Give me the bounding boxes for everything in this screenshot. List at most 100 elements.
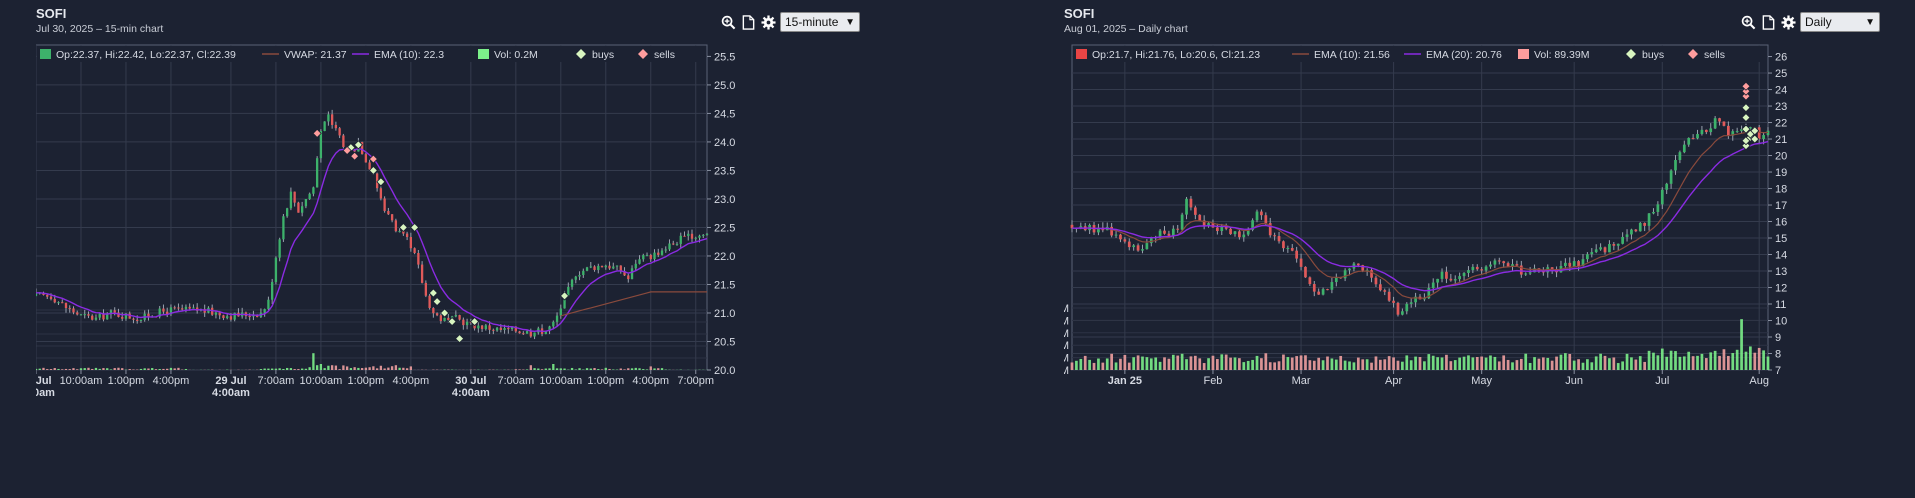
candle-body — [139, 319, 143, 321]
y-tick-label: 25.5 — [714, 51, 735, 63]
candle-body — [124, 313, 128, 319]
candle — [1255, 209, 1259, 223]
volume-bar — [143, 368, 146, 370]
volume-bar — [1242, 362, 1246, 370]
candle-body — [192, 307, 195, 309]
volume-bar — [409, 366, 413, 370]
volume-bar — [1599, 353, 1602, 370]
ema-10-line — [1072, 130, 1769, 299]
volume-bar — [1669, 350, 1673, 370]
candle — [555, 312, 559, 326]
candle — [1647, 213, 1651, 231]
candle-body — [585, 267, 589, 271]
gear-icon[interactable] — [760, 14, 776, 30]
x-tick-label: 7:00am — [258, 375, 295, 387]
x-tick-label: 1:00pm — [587, 375, 624, 387]
candle-body — [267, 299, 270, 310]
candle-body — [1299, 258, 1303, 267]
candle-body — [672, 243, 675, 245]
candle-body — [1550, 267, 1554, 269]
candle-body — [702, 234, 705, 236]
candle-body — [1127, 241, 1131, 248]
candle — [1506, 261, 1510, 267]
legend-label: VWAP: 21.37 — [284, 49, 347, 61]
buy-marker — [1741, 141, 1751, 151]
volume-bar — [1660, 348, 1664, 370]
x-axis: Jan 25 Feb Mar Apr May Jun Jul Aug — [1108, 45, 1769, 387]
gear-icon[interactable] — [1780, 14, 1796, 30]
volume-bar — [315, 365, 319, 370]
candle — [413, 247, 416, 255]
candle-body — [1647, 213, 1651, 226]
volume-bar — [405, 368, 409, 370]
candle-body — [1414, 296, 1417, 303]
volume-bar — [162, 368, 165, 370]
candle — [1519, 260, 1523, 278]
volume-bar — [338, 369, 341, 370]
chart-canvas[interactable]: 7 8 9 10 11 12 13 14 15 16 17 18 19 20 21 22 23 24 25 26 0M5… — [1064, 0, 1915, 498]
candle — [57, 301, 60, 305]
document-icon[interactable] — [740, 14, 756, 30]
candle — [653, 249, 656, 263]
candle-body — [432, 308, 435, 314]
candle — [1070, 220, 1074, 233]
candle-body — [379, 188, 383, 199]
candle — [1445, 266, 1448, 284]
volume-bar — [642, 369, 645, 370]
y-tick-label: 7 — [1775, 365, 1781, 377]
candle — [83, 309, 86, 319]
volume-bar — [1744, 351, 1748, 370]
candle — [1704, 129, 1708, 135]
legend-label: Op:21.7, Hi:21.76, Lo:20.6, Cl:21.23 — [1092, 49, 1260, 61]
candle — [1599, 243, 1602, 251]
volume-bar — [1652, 352, 1655, 370]
candle-body — [1471, 266, 1475, 271]
candle — [94, 314, 98, 321]
candle-body — [1242, 234, 1246, 238]
candle-body — [94, 317, 98, 320]
candle — [428, 293, 431, 310]
x-tick-label: 7:00pm — [677, 375, 714, 387]
candle-body — [1713, 118, 1717, 129]
candle-body — [634, 263, 637, 269]
volume-bar — [1577, 359, 1580, 370]
volume-bar — [1489, 355, 1492, 370]
volume-bar — [544, 368, 547, 370]
candle-body — [1449, 278, 1453, 281]
candle — [368, 158, 371, 172]
x-tick-label: Jan 25 — [1108, 375, 1142, 387]
candle — [1260, 209, 1263, 220]
volume-bar — [1480, 356, 1484, 370]
candle — [608, 261, 611, 270]
interval-select[interactable]: 15-minute ▼ — [780, 12, 860, 32]
y-tick-label: 22 — [1775, 118, 1787, 130]
candle-body — [597, 265, 600, 271]
candle — [308, 192, 311, 200]
document-icon[interactable] — [1760, 14, 1776, 30]
volume-bar — [1387, 356, 1391, 370]
volume-bar — [1154, 357, 1158, 370]
candle-body — [1423, 298, 1426, 300]
chart-canvas[interactable]: 20.0 20.5 21.0 21.5 22.0 22.5 23.0 23.5 24.0 24.5… — [36, 0, 866, 498]
candle-body — [1762, 135, 1765, 139]
interval-select[interactable]: Daily ▼ — [1800, 12, 1880, 32]
zoom-in-icon[interactable] — [720, 14, 736, 30]
candle-body — [1321, 289, 1325, 295]
x-tick-label: 4:00pm — [632, 375, 669, 387]
candle — [1564, 258, 1567, 269]
candle-body — [53, 298, 56, 303]
candle-body — [1687, 137, 1691, 145]
volume-bar — [608, 368, 611, 370]
volume-bar — [1630, 357, 1633, 370]
legend-label: sells — [1704, 49, 1725, 61]
candle-body — [1630, 229, 1633, 235]
volume-bar — [87, 367, 90, 370]
zoom-in-icon[interactable] — [1740, 14, 1756, 30]
candle-body — [563, 295, 566, 309]
candle-body — [364, 154, 368, 163]
candle-body — [458, 315, 461, 320]
candle-body — [619, 265, 622, 272]
candle-body — [1590, 252, 1594, 255]
volume-bar — [1696, 355, 1699, 370]
candle-body — [1616, 243, 1620, 246]
